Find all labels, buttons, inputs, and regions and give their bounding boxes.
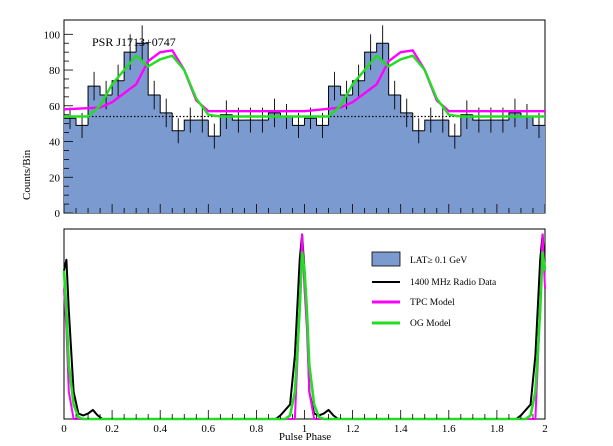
legend-label-tpc: TPC Model (410, 298, 455, 308)
pulsar-name: PSR J1713+0747 (92, 35, 176, 49)
top-curve-og-model (64, 54, 545, 118)
histogram-bin (75, 118, 89, 126)
y-tick-label: 100 (44, 29, 61, 41)
histogram-bin (159, 95, 173, 114)
histogram-bin (412, 112, 425, 132)
legend-swatch-lat (371, 251, 401, 267)
top-panel: 0 20 40 60 80 100 PSR J1713+0747 Counts/Bin (21, 19, 546, 220)
y-tick-label: 60 (49, 101, 61, 113)
y-tick-label: 80 (49, 65, 61, 77)
x-tick-label: 0.6 (201, 423, 215, 435)
histogram-bin (460, 114, 473, 137)
y-tick-label: 40 (49, 137, 61, 149)
histogram-bin (400, 95, 413, 114)
x-tick-label: 1.4 (394, 423, 408, 435)
x-tick-label: 2 (542, 423, 548, 435)
top-x-ticks (63, 204, 546, 213)
y-tick-label: 0 (55, 208, 61, 220)
y-axis-label: Counts/Bin (21, 149, 33, 200)
x-tick-label: 0.4 (153, 423, 167, 435)
x-axis-label: Pulse Phase (279, 431, 331, 443)
histogram-fill (64, 43, 545, 214)
x-tick-label: 0 (61, 423, 67, 435)
histogram-bin (135, 42, 149, 53)
histogram-bin (183, 119, 197, 131)
histogram-bin (352, 80, 365, 96)
legend-label-radio: 1400 MHz Radio Data (410, 278, 497, 288)
x-tick-label: 1.2 (346, 423, 360, 435)
top-y-axis: 0 20 40 60 80 100 (44, 29, 73, 220)
histogram-bin (424, 119, 437, 131)
y-tick-label: 20 (49, 172, 61, 184)
histogram-bin (207, 120, 221, 137)
curve-og-model (62, 251, 547, 421)
legend-label-og: OG Model (410, 319, 451, 329)
histogram-bin (87, 85, 101, 126)
x-tick-label: 1.6 (442, 423, 456, 435)
histogram-bin (316, 118, 329, 126)
histogram-bin (328, 85, 341, 126)
x-tick-label: 1.8 (490, 423, 504, 435)
histogram-bin (99, 86, 113, 96)
bottom-panel: 0 0.2 0.4 0.6 0.8 1 1.2 1.4 1.6 1.8 2 Pulse Phase … (61, 228, 548, 443)
histogram-bin (448, 120, 461, 137)
x-tick-label: 0.2 (105, 423, 119, 435)
legend: LAT≥ 0.1 GeV 1400 MHz Radio Data TPC Mod… (371, 251, 497, 329)
x-axis: 0 0.2 0.4 0.6 0.8 1 1.2 1.4 1.6 1.8 2 (61, 410, 548, 435)
histogram-bin (532, 116, 545, 126)
light-curves (62, 233, 547, 421)
histogram-bin (340, 86, 353, 96)
x-tick-label: 1 (302, 423, 308, 435)
x-tick-label: 0.8 (250, 423, 264, 435)
histogram-bin (376, 42, 389, 53)
top-model-curves (63, 49, 545, 118)
legend-label-lat: LAT≥ 0.1 GeV (410, 256, 467, 266)
counts-histogram (64, 42, 545, 214)
histogram-bin (111, 80, 125, 96)
histogram-bin (219, 114, 233, 137)
histogram-bin (291, 116, 305, 126)
histogram-bin (171, 112, 185, 132)
histogram-bin (304, 117, 317, 126)
